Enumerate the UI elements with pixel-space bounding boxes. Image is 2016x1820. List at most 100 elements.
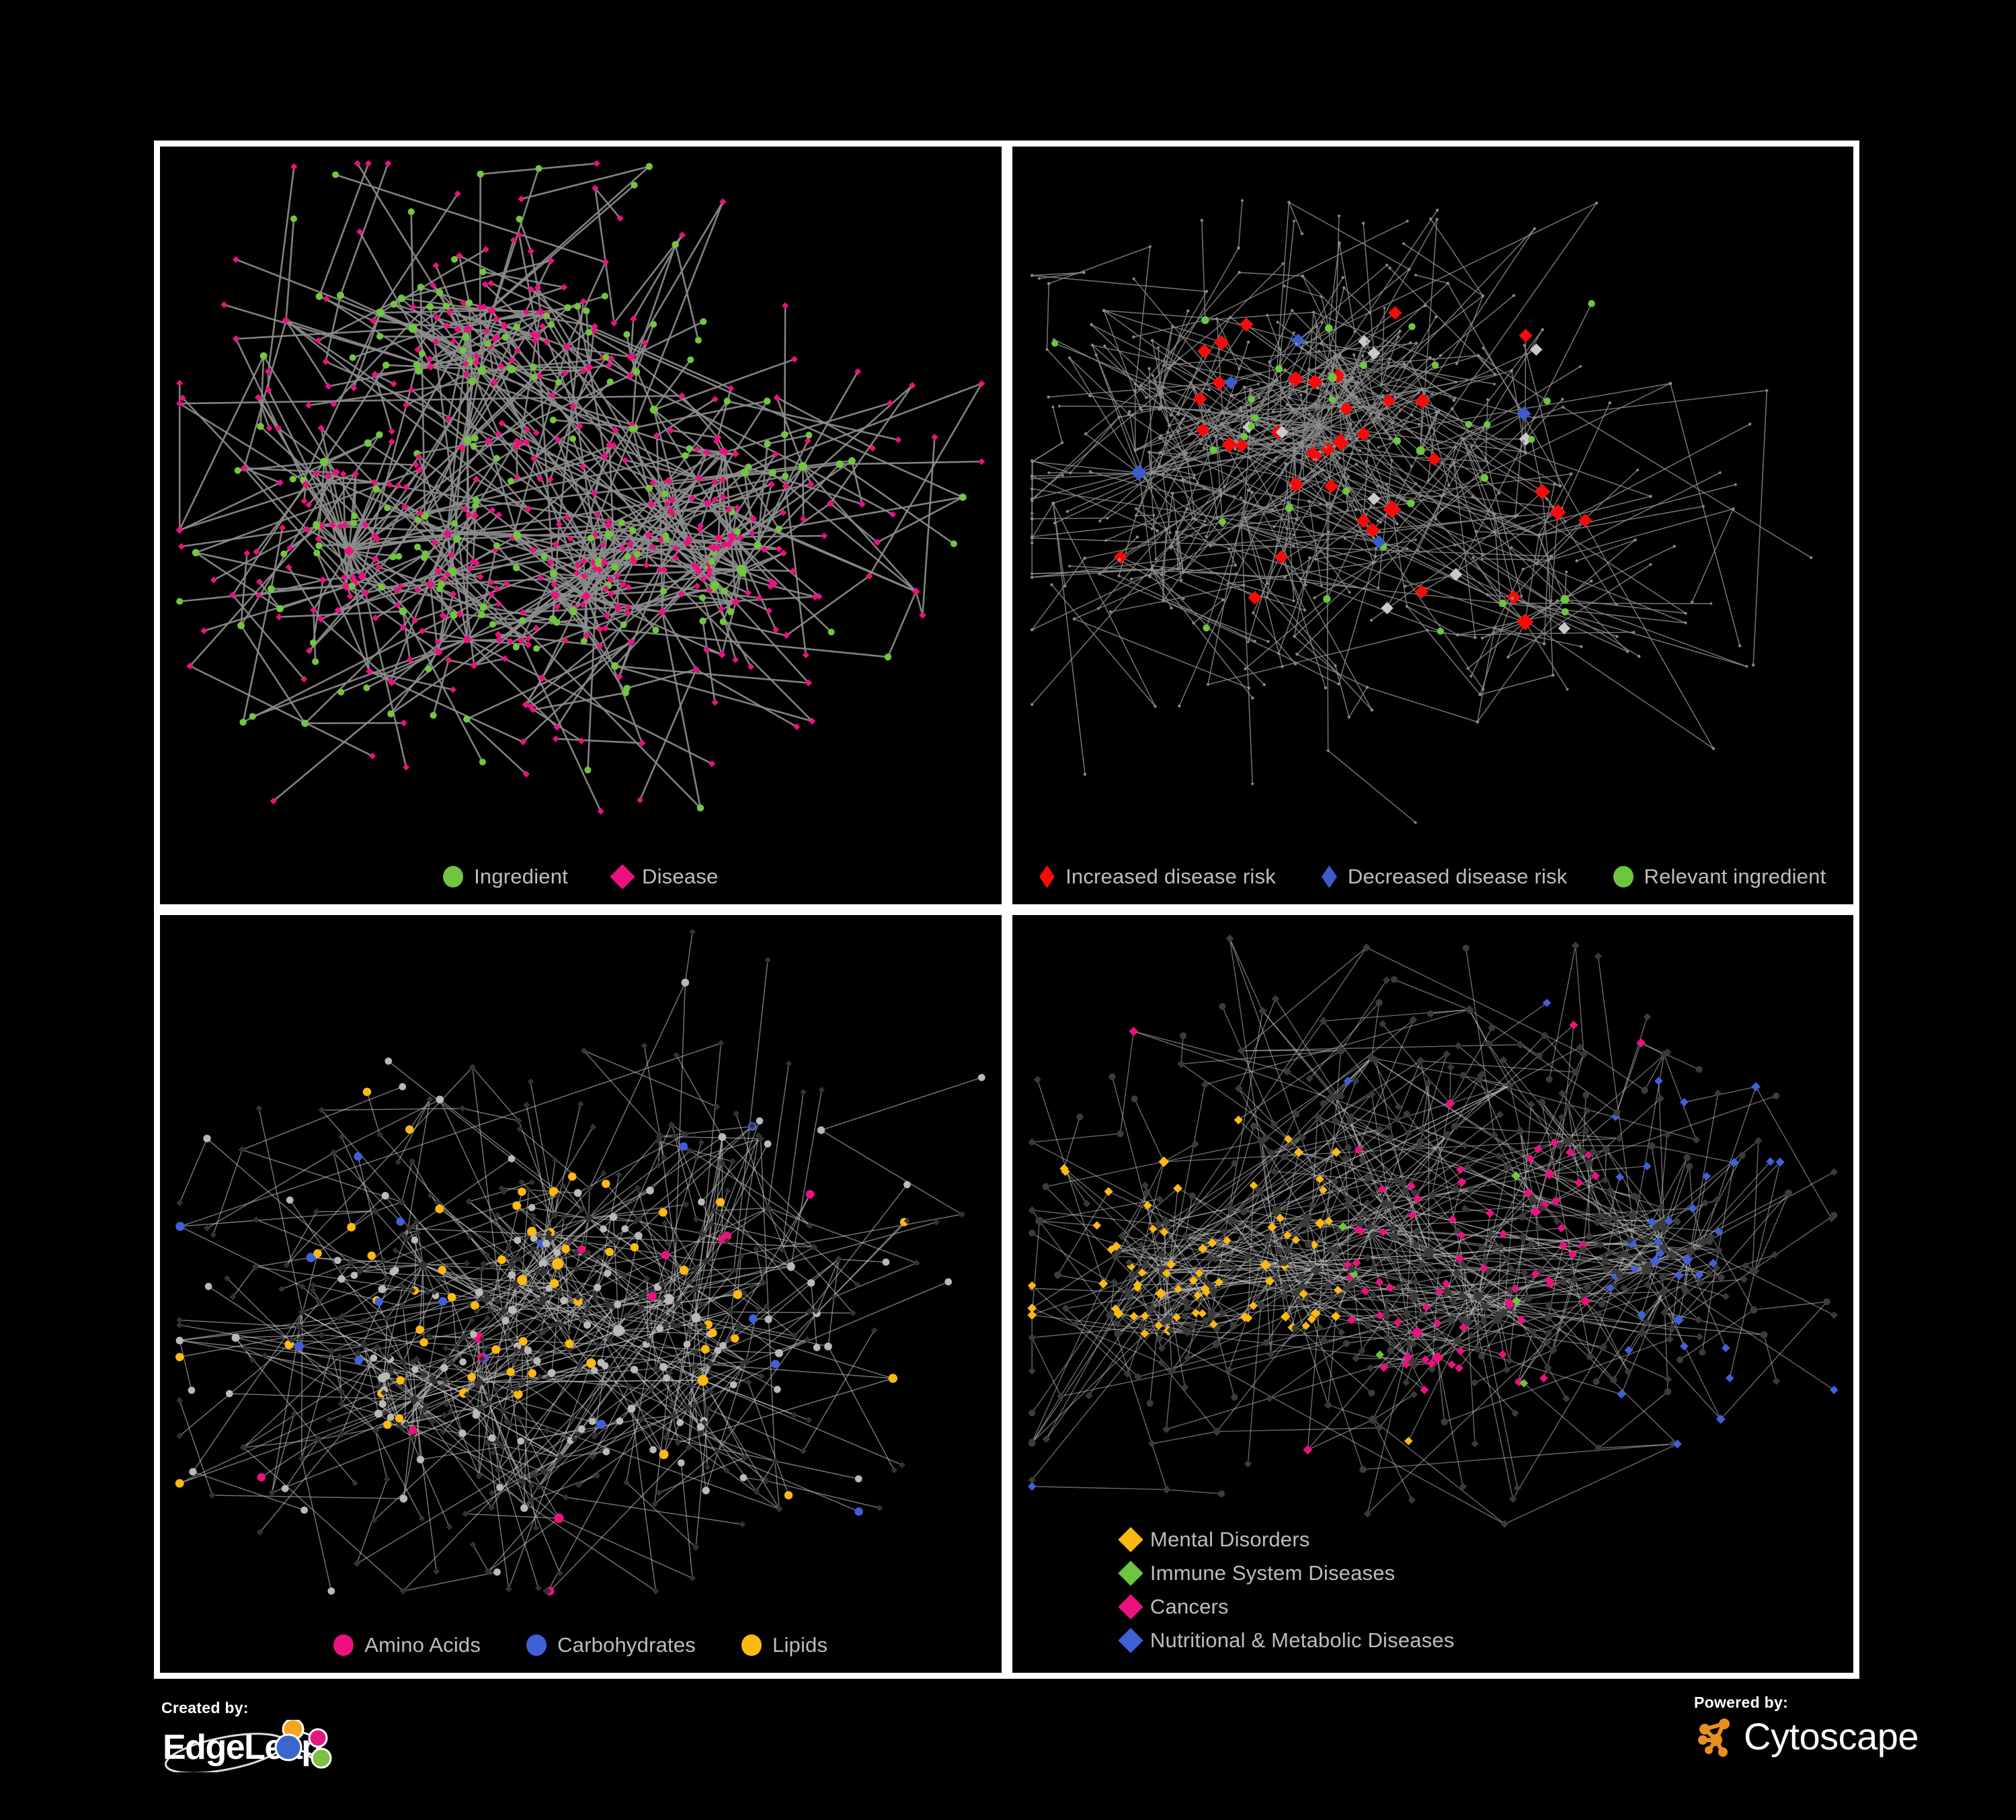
network-node-diamond[interactable] bbox=[1027, 1281, 1037, 1290]
network-node-circle[interactable] bbox=[1474, 530, 1478, 533]
network-node-diamond[interactable] bbox=[466, 1233, 473, 1240]
network-node-circle[interactable] bbox=[1319, 502, 1322, 506]
network-node-diamond[interactable] bbox=[557, 1570, 563, 1577]
network-node-diamond[interactable] bbox=[1180, 1383, 1188, 1391]
network-node-diamond[interactable] bbox=[592, 1296, 600, 1303]
network-node-diamond[interactable] bbox=[534, 1268, 542, 1275]
network-node-circle[interactable] bbox=[699, 617, 707, 625]
network-node-circle[interactable] bbox=[1028, 1409, 1035, 1417]
network-node-diamond[interactable] bbox=[432, 262, 440, 269]
network-node-diamond[interactable] bbox=[578, 1315, 586, 1322]
network-node-diamond[interactable] bbox=[668, 427, 675, 434]
network-node-diamond[interactable] bbox=[339, 470, 347, 477]
network-node-diamond[interactable] bbox=[1606, 1186, 1615, 1195]
network-node-diamond[interactable] bbox=[528, 1482, 535, 1489]
network-node-diamond[interactable] bbox=[1212, 1427, 1221, 1436]
network-node-circle[interactable] bbox=[1239, 405, 1242, 409]
network-node-circle[interactable] bbox=[1151, 564, 1154, 567]
network-node-diamond[interactable] bbox=[538, 674, 547, 682]
network-node-diamond[interactable] bbox=[805, 1417, 812, 1423]
network-node-diamond[interactable] bbox=[1410, 1277, 1419, 1286]
network-node-circle[interactable] bbox=[548, 321, 555, 328]
network-node-circle[interactable] bbox=[1281, 1292, 1288, 1300]
network-node-diamond[interactable] bbox=[932, 1219, 940, 1226]
network-node-diamond[interactable] bbox=[1375, 1125, 1383, 1134]
network-node-diamond[interactable] bbox=[1534, 561, 1539, 566]
network-node-diamond[interactable] bbox=[1713, 1246, 1723, 1255]
network-node-diamond[interactable] bbox=[1387, 1224, 1396, 1232]
network-node-diamond[interactable] bbox=[517, 637, 525, 645]
network-node-diamond[interactable] bbox=[652, 1364, 659, 1372]
network-node-diamond[interactable] bbox=[1721, 1343, 1730, 1353]
network-node-circle[interactable] bbox=[1204, 535, 1208, 539]
network-node-diamond[interactable] bbox=[780, 549, 787, 557]
network-node-diamond[interactable] bbox=[1158, 1156, 1169, 1167]
network-node-diamond[interactable] bbox=[1611, 1214, 1619, 1222]
network-node-diamond[interactable] bbox=[1623, 1368, 1632, 1376]
network-node-diamond[interactable] bbox=[1377, 411, 1381, 416]
network-node-circle[interactable] bbox=[1683, 1154, 1691, 1162]
network-node-diamond[interactable] bbox=[532, 1524, 540, 1532]
network-node-diamond[interactable] bbox=[1515, 513, 1519, 517]
network-node-circle[interactable] bbox=[1193, 517, 1197, 521]
network-node-circle[interactable] bbox=[1237, 367, 1241, 370]
network-node-diamond[interactable] bbox=[1192, 473, 1196, 477]
network-node-circle[interactable] bbox=[730, 1334, 739, 1343]
network-node-diamond[interactable] bbox=[1508, 1495, 1517, 1503]
network-node-diamond[interactable] bbox=[399, 1587, 407, 1595]
network-node-circle[interactable] bbox=[828, 629, 835, 636]
network-node-circle[interactable] bbox=[459, 347, 467, 354]
network-node-diamond[interactable] bbox=[696, 526, 704, 533]
network-node-circle[interactable] bbox=[1364, 459, 1367, 463]
network-node-diamond[interactable] bbox=[540, 1468, 549, 1476]
network-node-circle[interactable] bbox=[237, 622, 245, 629]
network-node-circle[interactable] bbox=[774, 1349, 783, 1357]
network-node-circle[interactable] bbox=[1227, 1216, 1236, 1225]
network-node-diamond[interactable] bbox=[1110, 1278, 1118, 1286]
network-node-circle[interactable] bbox=[1229, 1322, 1238, 1329]
network-node-circle[interactable] bbox=[354, 1355, 364, 1365]
network-node-diamond[interactable] bbox=[692, 666, 700, 674]
network-node-diamond[interactable] bbox=[253, 548, 260, 555]
network-node-diamond[interactable] bbox=[661, 566, 668, 573]
network-node-circle[interactable] bbox=[1342, 487, 1350, 495]
network-node-circle[interactable] bbox=[775, 525, 782, 532]
network-node-diamond[interactable] bbox=[1027, 1206, 1036, 1214]
network-node-diamond[interactable] bbox=[804, 437, 811, 444]
network-node-diamond[interactable] bbox=[673, 1052, 680, 1059]
network-node-diamond[interactable] bbox=[581, 1251, 588, 1259]
network-node-circle[interactable] bbox=[1358, 448, 1361, 452]
network-node-circle[interactable] bbox=[189, 1468, 197, 1476]
network-node-circle[interactable] bbox=[1320, 1100, 1327, 1107]
network-node-circle[interactable] bbox=[1146, 1307, 1154, 1315]
network-node-diamond[interactable] bbox=[537, 574, 545, 582]
network-node-circle[interactable] bbox=[1407, 268, 1410, 271]
network-node-circle[interactable] bbox=[1295, 652, 1299, 656]
network-node-diamond[interactable] bbox=[1533, 1144, 1543, 1154]
network-node-circle[interactable] bbox=[1116, 1130, 1124, 1138]
network-node-diamond[interactable] bbox=[1232, 494, 1236, 498]
network-node-diamond[interactable] bbox=[1469, 674, 1473, 678]
network-node-circle[interactable] bbox=[629, 426, 636, 433]
network-node-circle[interactable] bbox=[1300, 274, 1304, 278]
network-node-diamond[interactable] bbox=[567, 1237, 574, 1244]
network-node-circle[interactable] bbox=[1586, 1353, 1594, 1360]
network-node-diamond[interactable] bbox=[1030, 511, 1034, 515]
network-node-circle[interactable] bbox=[568, 1172, 577, 1181]
network-node-diamond[interactable] bbox=[1543, 1363, 1551, 1372]
network-node-circle[interactable] bbox=[414, 543, 421, 551]
network-node-diamond[interactable] bbox=[1028, 1367, 1036, 1375]
network-node-diamond[interactable] bbox=[630, 557, 638, 565]
network-node-circle[interactable] bbox=[1297, 1273, 1304, 1281]
network-node-diamond[interactable] bbox=[390, 380, 397, 387]
network-node-diamond[interactable] bbox=[399, 623, 407, 631]
network-node-diamond[interactable] bbox=[1209, 1320, 1218, 1329]
network-node-diamond[interactable] bbox=[702, 1424, 709, 1431]
network-node-diamond[interactable] bbox=[531, 337, 538, 345]
network-node-diamond[interactable] bbox=[1664, 1375, 1672, 1384]
network-node-circle[interactable] bbox=[1460, 437, 1465, 441]
network-node-diamond[interactable] bbox=[592, 565, 599, 572]
network-node-circle[interactable] bbox=[1497, 491, 1500, 495]
network-node-circle[interactable] bbox=[416, 1456, 425, 1464]
network-node-circle[interactable] bbox=[313, 1249, 322, 1258]
